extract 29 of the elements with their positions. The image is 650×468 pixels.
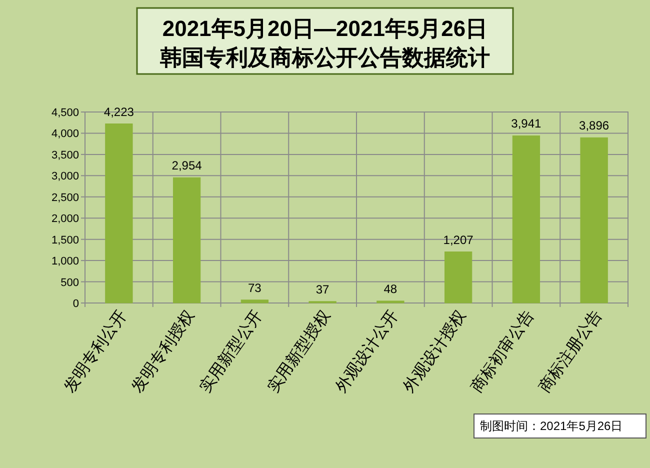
data-label: 3,941	[511, 116, 542, 131]
y-tick-label: 3,000	[51, 170, 79, 183]
y-tick-label: 500	[60, 276, 79, 289]
y-tick-label: 1,000	[51, 256, 79, 268]
data-label: 1,207	[443, 232, 474, 247]
data-label: 2,954	[172, 158, 202, 173]
x-tick-label: 商标注册公告	[534, 306, 606, 396]
bar	[444, 252, 472, 304]
data-label: 48	[384, 282, 398, 296]
y-tick-label: 2,500	[51, 192, 79, 204]
x-tick-label: 实用新型授权	[263, 306, 334, 396]
text: 制图时间：2021年5月26日	[480, 419, 623, 433]
y-tick-label: 1,500	[51, 234, 79, 246]
bar	[376, 300, 404, 304]
data-label: 3,896	[579, 118, 610, 133]
y-tick-label: 4,500	[51, 107, 79, 119]
data-label: 73	[248, 280, 262, 295]
data-label: 37	[316, 282, 330, 296]
data-label: 4,223	[104, 104, 134, 119]
bar	[580, 137, 608, 304]
bar	[172, 177, 201, 304]
chart-title: 2021年5月20日—2021年5月26日	[162, 16, 488, 41]
y-tick-label: 4,000	[51, 128, 79, 140]
y-tick-label: 2,000	[51, 213, 79, 226]
chart-subtitle: 韩国专利及商标公开公告数据统计	[159, 45, 490, 70]
bar	[240, 300, 269, 304]
bar	[105, 124, 133, 304]
bar	[512, 135, 540, 304]
y-tick-label: 3,500	[51, 149, 79, 162]
